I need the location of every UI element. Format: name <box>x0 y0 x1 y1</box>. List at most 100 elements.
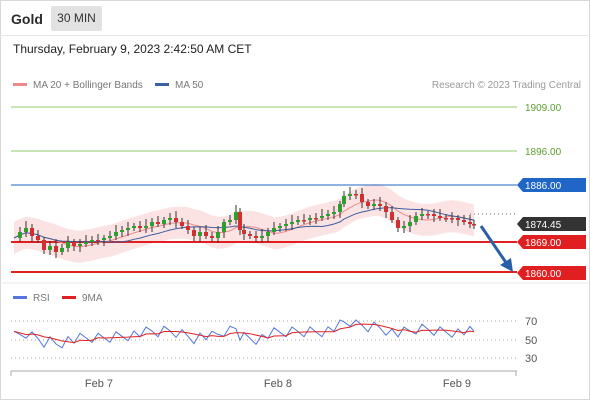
candle-body <box>204 232 208 236</box>
candle-body <box>168 218 172 220</box>
rsi-swatch-icon <box>13 295 27 299</box>
candle-body <box>120 230 124 232</box>
candle-body <box>420 214 424 216</box>
x-tick-feb9: Feb 9 <box>443 378 471 390</box>
candle-body <box>36 236 40 240</box>
legend-rsi: RSI <box>13 293 50 304</box>
candle-body <box>248 234 252 236</box>
candle-body <box>132 226 136 228</box>
candle-body <box>174 218 178 222</box>
candle-body <box>18 232 22 238</box>
candle-body <box>384 206 388 212</box>
candle-body <box>302 220 306 222</box>
candle-body <box>84 242 88 244</box>
candle-body <box>254 236 258 238</box>
level-label-r2: 1896.00 <box>525 147 562 158</box>
rsi-axis-70: 70 <box>525 316 537 328</box>
candle-body <box>198 232 202 236</box>
candle-body <box>42 240 46 250</box>
candle-body <box>108 236 112 238</box>
candle-body <box>354 194 358 196</box>
candle-body <box>396 220 400 228</box>
legend-9ma: 9MA <box>62 293 103 304</box>
candle-body <box>456 218 460 220</box>
legend-bollinger-label: MA 20 + Bollinger Bands <box>33 80 143 91</box>
candle-body <box>326 214 330 216</box>
candle-body <box>238 212 242 230</box>
candle-body <box>222 222 226 232</box>
rsi-axis-30: 30 <box>525 353 537 365</box>
tag-r1 <box>517 178 586 192</box>
candle-body <box>210 236 214 238</box>
candle-body <box>186 226 190 230</box>
candle-body <box>290 222 294 224</box>
ma9-swatch-icon <box>62 295 76 299</box>
candle-body <box>366 202 370 206</box>
candle-body <box>472 224 476 226</box>
legend-rsi-label: RSI <box>33 293 50 304</box>
candle-body <box>30 228 34 236</box>
candle-body <box>272 228 276 232</box>
level-tag-r1: 1886.00 <box>525 181 562 192</box>
candle-body <box>156 222 160 224</box>
candle-body <box>162 220 166 224</box>
level-tag-s2: 1860.00 <box>525 269 562 280</box>
candle-body <box>48 246 52 250</box>
candle-body <box>360 194 364 202</box>
candle-body <box>72 242 76 246</box>
candle-body <box>60 248 64 252</box>
candle-body <box>372 204 376 206</box>
candle-body <box>462 220 466 222</box>
candle-body <box>138 226 142 228</box>
candle-body <box>266 232 270 236</box>
candle-body <box>468 222 472 224</box>
candle-body <box>296 220 300 222</box>
timestamp: Thursday, February 9, 2023 2:42:50 AM CE… <box>13 42 252 56</box>
candle-body <box>314 218 318 220</box>
candle-body <box>228 220 232 222</box>
candle-body <box>444 218 448 220</box>
candle-body <box>126 228 130 230</box>
candle-body <box>114 232 118 236</box>
candle-body <box>450 218 454 220</box>
candle-body <box>90 240 94 242</box>
level-tag-last: 1874.45 <box>525 220 562 231</box>
legend-ma50: MA 50 <box>155 80 203 91</box>
candle-body <box>378 204 382 206</box>
candle-body <box>426 214 430 216</box>
candle-body <box>192 230 196 236</box>
projection-arrow-head-icon <box>500 258 513 272</box>
x-tick-feb8: Feb 8 <box>264 378 292 390</box>
candle-body <box>144 226 148 228</box>
tag-last <box>517 217 586 231</box>
timeframe-button[interactable]: 30 MIN <box>51 6 102 31</box>
candle-body <box>438 216 442 218</box>
candle-body <box>390 212 394 220</box>
candle-body <box>284 224 288 226</box>
candle-body <box>96 240 100 242</box>
candle-body <box>102 238 106 240</box>
candle-body <box>242 230 246 234</box>
legend-ma50-label: MA 50 <box>175 80 204 91</box>
candle-body <box>278 226 282 228</box>
x-tick-feb7: Feb 7 <box>85 378 113 390</box>
candle-body <box>78 244 82 246</box>
candle-body <box>216 232 220 238</box>
legend-9ma-label: 9MA <box>82 293 103 304</box>
rsi-ma-line <box>13 323 475 344</box>
legend-bollinger: MA 20 + Bollinger Bands <box>13 80 143 91</box>
bollinger-swatch-icon <box>13 82 27 86</box>
level-label-r3: 1909.00 <box>525 103 562 114</box>
candle-body <box>234 212 238 220</box>
rsi-line <box>13 319 475 349</box>
candle-body <box>342 196 346 204</box>
header-bar: Gold 30 MIN <box>0 0 590 36</box>
candle-body <box>432 214 436 216</box>
tag-s2 <box>517 266 586 280</box>
candle-body <box>260 236 264 238</box>
candle-body <box>320 216 324 218</box>
candle-body <box>54 246 58 252</box>
ma50-swatch-icon <box>155 82 169 86</box>
rsi-axis-50: 50 <box>525 335 537 347</box>
